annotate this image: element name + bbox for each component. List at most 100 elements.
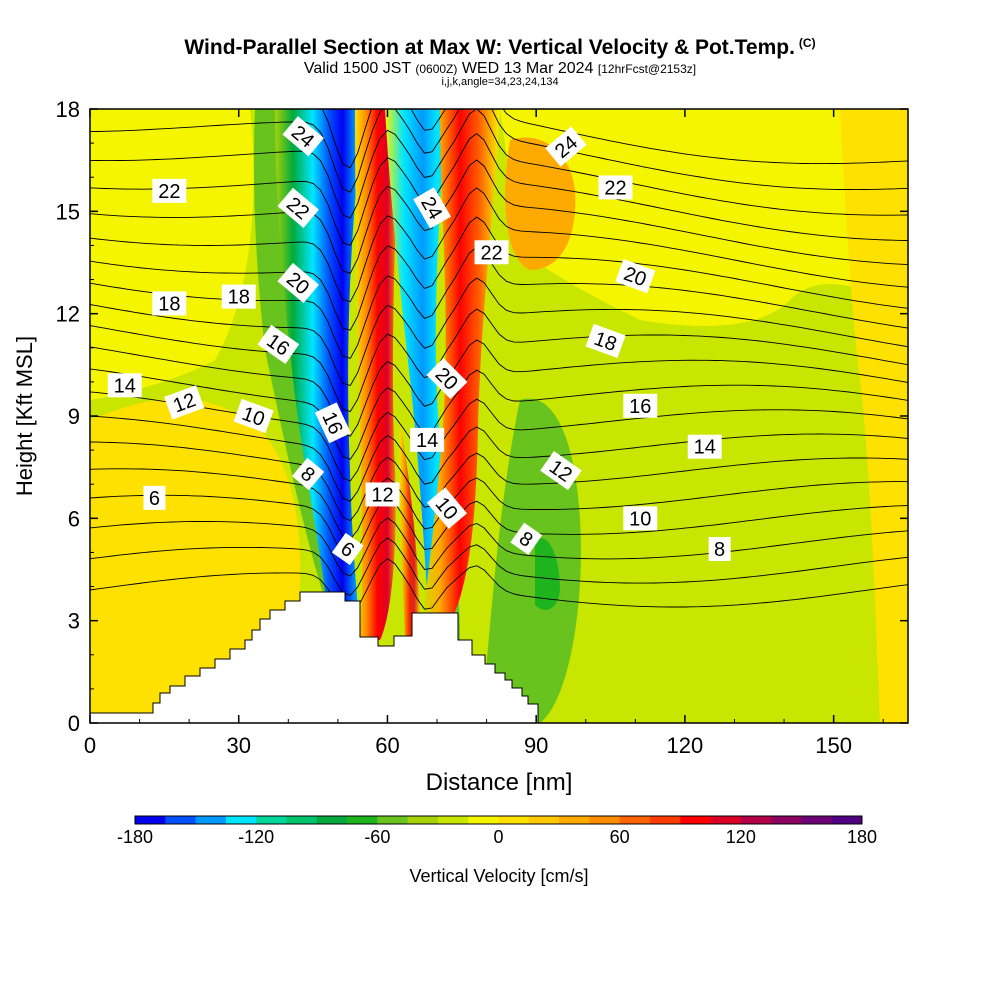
theta-contour-line xyxy=(90,339,908,437)
x-tick-label: 60 xyxy=(375,733,399,758)
theta-label-box xyxy=(540,450,582,491)
theta-label-box xyxy=(615,259,656,294)
theta-label-text: 18 xyxy=(158,293,180,315)
theta-contour-line xyxy=(90,133,908,246)
positive-region-left-top xyxy=(90,109,254,400)
y-tick-label: 6 xyxy=(68,506,80,531)
colorbar-tick-label: 120 xyxy=(726,827,756,847)
x-tick-label: 0 xyxy=(84,733,96,758)
theta-label-text: 18 xyxy=(228,287,250,309)
chart-title-text: Wind-Parallel Section at Max W: Vertical… xyxy=(184,36,795,59)
colorbar-swatch xyxy=(468,816,499,824)
colorbar-swatch xyxy=(225,816,257,824)
theta-contour-line xyxy=(90,187,908,303)
theta-label-text: 12 xyxy=(371,484,393,506)
grid-indices: i,j,k,angle=34,23,24,134 xyxy=(441,76,559,88)
valid-date: WED 13 Mar 2024 xyxy=(461,60,594,77)
theta-label-box xyxy=(623,393,658,418)
colorbar-swatch xyxy=(589,816,621,824)
copyright-mark: (C) xyxy=(798,36,816,50)
theta-contour-line xyxy=(90,415,908,502)
colorbar-swatch xyxy=(377,816,409,824)
theta-label-box xyxy=(585,323,626,359)
theta-contour-line xyxy=(90,537,908,596)
colorbar: -180 -120 -60 0 60 120 180 xyxy=(117,815,877,847)
colorbar-swatch xyxy=(407,816,439,824)
theta-label-box xyxy=(314,402,351,444)
theta-contour-label: 12 xyxy=(365,482,400,507)
theta-contour-line xyxy=(90,277,908,387)
forecast-info: [12hrFcst@2153z] xyxy=(597,62,697,76)
theta-label-box xyxy=(257,324,300,364)
colorbar-swatch xyxy=(316,816,348,824)
theta-contour-label: 18 xyxy=(152,291,187,316)
colorbar-swatch xyxy=(831,816,863,824)
theta-contours xyxy=(90,109,908,617)
terrain-profile xyxy=(89,591,539,724)
y-tick-label: 15 xyxy=(56,199,80,224)
theta-label-text: 22 xyxy=(604,177,626,199)
theta-label-box xyxy=(152,291,187,316)
colorbar-tick-label: -120 xyxy=(238,827,274,847)
updraft-jet-narrow xyxy=(399,420,420,640)
theta-label-box xyxy=(545,126,587,167)
x-tick-label: 150 xyxy=(815,733,852,758)
y-tick-label: 9 xyxy=(68,404,80,429)
colorbar-swatch xyxy=(801,816,833,824)
theta-label-text: 10 xyxy=(629,508,651,530)
colorbar-swatch xyxy=(559,816,590,824)
theta-label-box xyxy=(426,487,468,529)
theta-contour-label: 16 xyxy=(623,393,658,418)
colorbar-swatch xyxy=(740,816,772,824)
chart-title: Wind-Parallel Section at Max W: Vertical… xyxy=(0,36,1000,60)
theta-label-box xyxy=(107,373,142,398)
theta-contour-label: 6 xyxy=(143,485,166,510)
colorbar-swatch xyxy=(135,816,166,824)
colorbar-swatch xyxy=(771,816,802,824)
theta-label-box xyxy=(623,506,658,531)
theta-label-text: 22 xyxy=(158,181,180,203)
theta-label-box xyxy=(331,532,364,566)
colorbar-swatch xyxy=(256,816,287,824)
theta-contour-line xyxy=(90,159,908,274)
theta-label-box xyxy=(687,434,722,459)
x-tick-label: 120 xyxy=(667,733,704,758)
theta-label-box xyxy=(277,187,319,229)
theta-label-text: 16 xyxy=(629,396,651,418)
x-tick-label: 90 xyxy=(524,733,548,758)
y-tick-label: 12 xyxy=(56,302,80,327)
theta-contour-label: 12 xyxy=(164,385,205,420)
theta-label-box xyxy=(598,175,633,200)
y-tick-label: 0 xyxy=(68,711,80,736)
theta-contour-line xyxy=(90,308,908,413)
theta-label-text: 22 xyxy=(480,242,502,264)
theta-contour-line xyxy=(90,391,908,482)
theta-contour-label: 8 xyxy=(708,537,731,562)
theta-contour-label: 16 xyxy=(314,402,351,444)
theta-label-box xyxy=(277,262,319,304)
theta-contour-line xyxy=(90,109,908,193)
theta-contour-line xyxy=(90,517,908,577)
y-axis-label: Height [Kft MSL] xyxy=(12,336,37,496)
colorbar-swatch xyxy=(165,816,197,824)
colorbar-tick-label: -180 xyxy=(117,827,153,847)
chart-subtitle: Valid 1500 JST (0600Z) WED 13 Mar 2024 [… xyxy=(0,60,1000,78)
colorbar-label: Vertical Velocity [cm/s] xyxy=(409,866,588,886)
theta-label-box xyxy=(510,522,543,555)
colorbar-tick-label: 60 xyxy=(610,827,630,847)
colorbar-swatch xyxy=(619,816,651,824)
theta-label-text: 14 xyxy=(694,437,716,459)
theta-contour-label: 18 xyxy=(221,284,256,309)
colorbar-tick-label: -60 xyxy=(364,827,390,847)
theta-label-text: 8 xyxy=(714,539,725,561)
colorbar-swatch xyxy=(710,816,742,824)
x-tick-label: 30 xyxy=(226,733,250,758)
theta-contour-label: 14 xyxy=(687,434,722,459)
colorbar-swatch xyxy=(680,816,712,824)
colorbar-swatch xyxy=(498,816,530,824)
theta-contour-line xyxy=(321,109,908,169)
theta-contour-line xyxy=(90,468,908,540)
theta-label-text: 14 xyxy=(114,375,136,397)
theta-contour-line xyxy=(90,368,908,460)
